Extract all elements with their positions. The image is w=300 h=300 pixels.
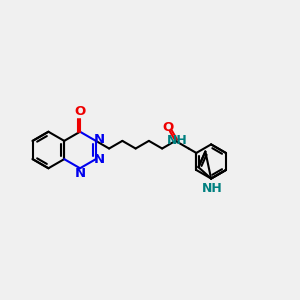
Text: N: N <box>94 133 105 146</box>
Text: N: N <box>74 167 86 180</box>
Text: NH: NH <box>202 182 223 195</box>
Text: N: N <box>94 153 105 166</box>
Text: O: O <box>74 105 86 118</box>
Text: O: O <box>162 122 173 134</box>
Text: NH: NH <box>167 134 188 147</box>
